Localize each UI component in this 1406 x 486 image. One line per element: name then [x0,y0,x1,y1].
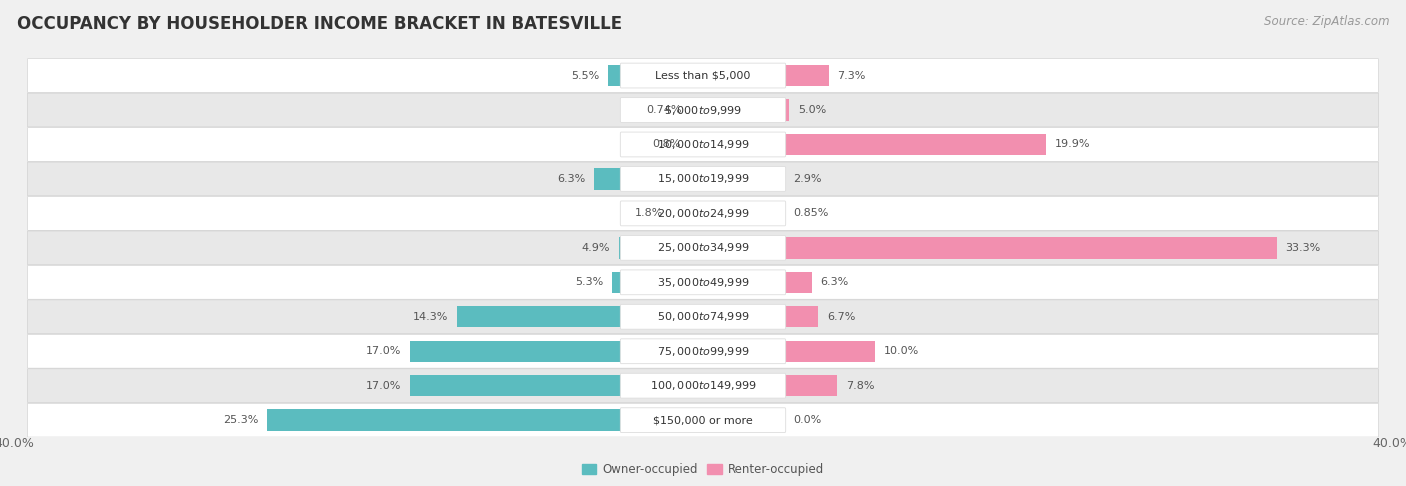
Bar [612,272,703,293]
Text: 1.8%: 1.8% [636,208,664,218]
FancyBboxPatch shape [620,132,786,157]
Text: 0.0%: 0.0% [793,415,821,425]
FancyBboxPatch shape [28,369,1378,402]
Text: 33.3%: 33.3% [1285,243,1320,253]
Text: $10,000 to $14,999: $10,000 to $14,999 [657,138,749,151]
Bar [619,237,703,259]
Text: $50,000 to $74,999: $50,000 to $74,999 [657,310,749,323]
Bar [703,203,717,224]
FancyBboxPatch shape [28,334,1378,368]
FancyBboxPatch shape [620,98,786,122]
Text: $75,000 to $99,999: $75,000 to $99,999 [657,345,749,358]
Text: 0.74%: 0.74% [647,105,682,115]
Text: $35,000 to $49,999: $35,000 to $49,999 [657,276,749,289]
FancyBboxPatch shape [620,408,786,433]
Text: 40.0%: 40.0% [0,437,34,451]
Text: 6.3%: 6.3% [558,174,586,184]
Text: Less than $5,000: Less than $5,000 [655,70,751,81]
FancyBboxPatch shape [620,339,786,364]
Bar [703,341,875,362]
Bar [457,306,703,328]
Text: $15,000 to $19,999: $15,000 to $19,999 [657,173,749,186]
Text: 17.0%: 17.0% [366,381,402,391]
Text: 5.5%: 5.5% [571,70,599,81]
Text: Source: ZipAtlas.com: Source: ZipAtlas.com [1264,15,1389,28]
Text: $150,000 or more: $150,000 or more [654,415,752,425]
FancyBboxPatch shape [620,63,786,88]
Legend: Owner-occupied, Renter-occupied: Owner-occupied, Renter-occupied [578,458,828,481]
Text: OCCUPANCY BY HOUSEHOLDER INCOME BRACKET IN BATESVILLE: OCCUPANCY BY HOUSEHOLDER INCOME BRACKET … [17,15,621,33]
Bar [595,168,703,190]
Text: 17.0%: 17.0% [366,346,402,356]
Text: 4.9%: 4.9% [582,243,610,253]
Text: 40.0%: 40.0% [1372,437,1406,451]
Text: 6.3%: 6.3% [820,278,848,287]
FancyBboxPatch shape [28,403,1378,437]
FancyBboxPatch shape [28,128,1378,161]
FancyBboxPatch shape [28,196,1378,230]
Text: 7.8%: 7.8% [846,381,875,391]
Bar [703,237,1277,259]
Bar [689,134,703,155]
FancyBboxPatch shape [28,231,1378,265]
Bar [703,134,1046,155]
FancyBboxPatch shape [620,373,786,398]
Text: $25,000 to $34,999: $25,000 to $34,999 [657,242,749,254]
FancyBboxPatch shape [620,235,786,260]
Text: 7.3%: 7.3% [838,70,866,81]
FancyBboxPatch shape [620,167,786,191]
FancyBboxPatch shape [28,265,1378,299]
Bar [703,99,789,121]
Text: $100,000 to $149,999: $100,000 to $149,999 [650,379,756,392]
Bar [703,65,828,86]
Bar [703,168,754,190]
Text: 5.0%: 5.0% [797,105,825,115]
Bar [690,99,703,121]
Bar [703,272,811,293]
Bar [609,65,703,86]
Text: 19.9%: 19.9% [1054,139,1090,150]
Bar [411,341,703,362]
FancyBboxPatch shape [28,162,1378,196]
FancyBboxPatch shape [620,304,786,329]
Text: $20,000 to $24,999: $20,000 to $24,999 [657,207,749,220]
Text: 0.85%: 0.85% [793,208,828,218]
FancyBboxPatch shape [620,270,786,295]
Bar [267,410,703,431]
Bar [703,375,838,397]
Text: 14.3%: 14.3% [413,312,449,322]
Text: 10.0%: 10.0% [884,346,920,356]
Bar [411,375,703,397]
Text: 5.3%: 5.3% [575,278,603,287]
Text: $5,000 to $9,999: $5,000 to $9,999 [664,104,742,117]
FancyBboxPatch shape [620,201,786,226]
Text: 6.7%: 6.7% [827,312,855,322]
Bar [672,203,703,224]
FancyBboxPatch shape [28,93,1378,127]
Text: 2.9%: 2.9% [793,174,823,184]
FancyBboxPatch shape [28,59,1378,92]
FancyBboxPatch shape [28,300,1378,334]
Bar [703,306,818,328]
Text: 0.8%: 0.8% [652,139,681,150]
Text: 25.3%: 25.3% [224,415,259,425]
